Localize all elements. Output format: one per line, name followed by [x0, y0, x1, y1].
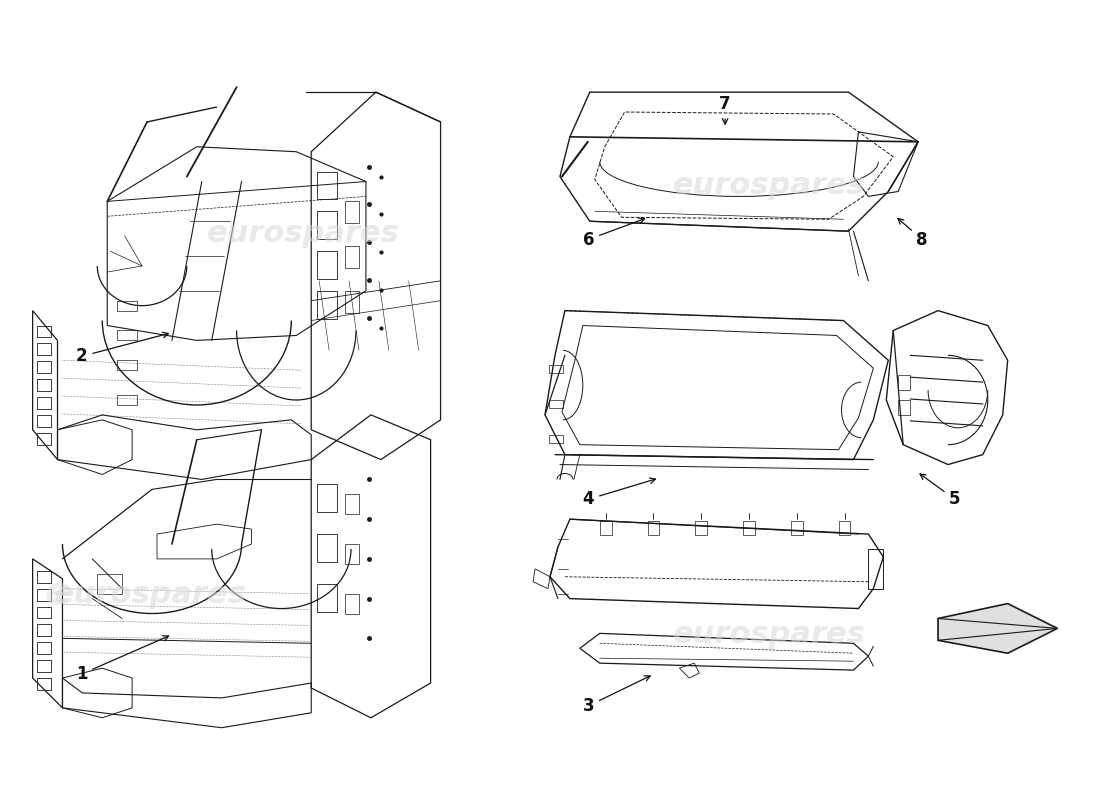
- Bar: [36, 326, 51, 338]
- Bar: [549, 434, 563, 442]
- Bar: [345, 202, 359, 223]
- Bar: [317, 211, 337, 239]
- Bar: [36, 642, 51, 654]
- Bar: [36, 589, 51, 601]
- Polygon shape: [938, 603, 1057, 654]
- Bar: [345, 246, 359, 268]
- Text: 2: 2: [76, 332, 168, 366]
- Bar: [36, 678, 51, 690]
- Text: eurospares: eurospares: [54, 580, 246, 609]
- Text: 6: 6: [583, 218, 645, 249]
- Bar: [549, 400, 563, 408]
- Bar: [317, 251, 337, 279]
- Bar: [345, 494, 359, 514]
- Bar: [899, 375, 910, 390]
- Bar: [36, 415, 51, 427]
- Bar: [838, 521, 850, 535]
- Bar: [36, 625, 51, 636]
- Bar: [791, 521, 803, 535]
- Text: 4: 4: [583, 478, 656, 508]
- Text: 7: 7: [719, 95, 730, 124]
- Bar: [118, 395, 138, 405]
- Text: eurospares: eurospares: [672, 620, 866, 649]
- Bar: [36, 362, 51, 373]
- Bar: [317, 290, 337, 318]
- Bar: [345, 544, 359, 564]
- Bar: [695, 521, 707, 535]
- Bar: [118, 301, 138, 310]
- Bar: [600, 521, 612, 535]
- Bar: [118, 360, 138, 370]
- Text: 3: 3: [583, 676, 650, 715]
- Bar: [899, 400, 910, 415]
- Bar: [36, 397, 51, 409]
- Bar: [345, 290, 359, 313]
- Bar: [118, 330, 138, 341]
- Bar: [549, 366, 563, 373]
- Bar: [36, 343, 51, 355]
- Bar: [317, 171, 337, 199]
- Bar: [36, 606, 51, 618]
- Bar: [36, 379, 51, 391]
- Text: e: e: [44, 574, 70, 613]
- Text: 5: 5: [920, 474, 960, 508]
- Bar: [317, 534, 337, 562]
- Text: eurospares: eurospares: [208, 218, 400, 248]
- Bar: [317, 485, 337, 512]
- Bar: [97, 574, 122, 594]
- Bar: [868, 549, 883, 589]
- Bar: [345, 594, 359, 614]
- Bar: [317, 584, 337, 611]
- Bar: [742, 521, 755, 535]
- Text: 8: 8: [898, 218, 928, 249]
- Text: eurospares: eurospares: [672, 171, 866, 200]
- Bar: [648, 521, 659, 535]
- Bar: [36, 571, 51, 582]
- Bar: [36, 660, 51, 672]
- Text: 1: 1: [76, 636, 168, 683]
- Bar: [36, 433, 51, 445]
